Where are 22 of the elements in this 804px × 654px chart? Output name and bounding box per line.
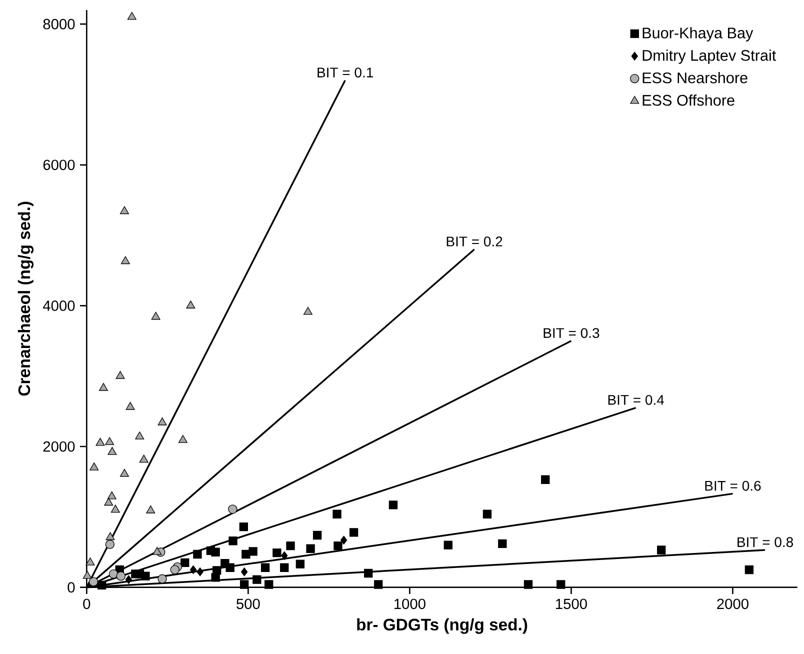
x-tick-label: 1500 — [556, 598, 587, 610]
legend-label: ESS Offshore — [642, 94, 734, 106]
x-tick-label: 500 — [236, 598, 260, 610]
x-tick-label: 0 — [83, 598, 90, 610]
series-label: BIT = 0.6 — [705, 480, 761, 491]
x-tick-label: 1000 — [394, 598, 426, 610]
x-axis-title: br- GDGTs (ng/g sed.) — [357, 618, 528, 634]
legend-label: Dmitry Laptev Strait — [642, 50, 776, 64]
y-tick-label: 2000 — [43, 441, 75, 452]
series-label: BIT = 0.8 — [738, 537, 794, 548]
y-tick-label: 6000 — [43, 160, 75, 170]
y-tick-label: 0 — [68, 582, 75, 593]
series-label: BIT = 0.3 — [544, 328, 600, 338]
legend-label: Buor-Khaya Bay — [642, 27, 754, 42]
legend-label: ESS Nearshore — [642, 72, 748, 84]
y-tick-label: 8000 — [43, 18, 75, 30]
x-tick-label: 2000 — [717, 598, 748, 610]
y-tick-label: 4000 — [42, 300, 75, 311]
y-axis-title: Crenarchaeol (ng/g sed.) — [18, 202, 34, 396]
series-label: BIT = 0.4 — [608, 394, 664, 405]
series-label: BIT = 0.1 — [318, 68, 373, 78]
series-label: BIT = 0.2 — [446, 236, 502, 246]
